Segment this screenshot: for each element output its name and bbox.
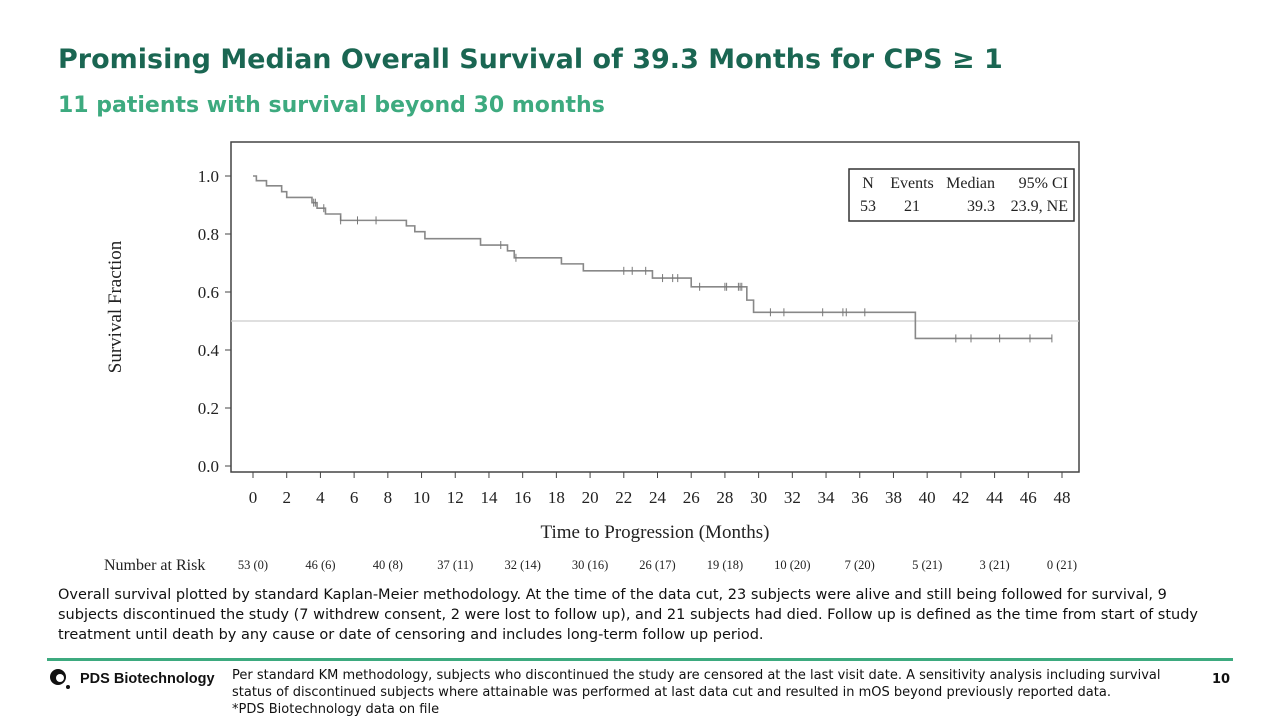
number-at-risk-value: 46 (6) (305, 558, 335, 572)
legend-header: Median (946, 175, 995, 192)
x-tick-label: 30 (750, 488, 767, 507)
x-tick-label: 44 (986, 488, 1004, 507)
x-tick-label: 20 (582, 488, 599, 507)
number-at-risk-value: 26 (17) (639, 558, 675, 572)
y-tick-label: 0.2 (198, 399, 219, 418)
pds-logo-icon (50, 669, 70, 689)
footnote: Per standard KM methodology, subjects wh… (232, 667, 1192, 718)
number-at-risk-value: 3 (21) (979, 558, 1009, 572)
logo-text: PDS Biotechnology (80, 671, 215, 687)
x-tick-label: 48 (1054, 488, 1071, 507)
x-tick-label: 32 (784, 488, 801, 507)
x-tick-label: 14 (480, 488, 498, 507)
legend-header: N (862, 175, 874, 192)
page-number: 10 (1212, 672, 1231, 687)
x-tick-label: 22 (615, 488, 632, 507)
y-tick-label: 0.8 (198, 225, 219, 244)
y-tick-label: 0.0 (198, 457, 219, 476)
caption: Overall survival plotted by standard Kap… (58, 587, 1198, 643)
y-tick-label: 0.4 (198, 341, 220, 360)
legend-header: 95% CI (1019, 175, 1068, 192)
number-at-risk-value: 19 (18) (707, 558, 743, 572)
number-at-risk-value: 32 (14) (504, 558, 540, 572)
number-at-risk-value: 10 (20) (774, 558, 810, 572)
survival-curve (253, 175, 1052, 340)
page-title: Promising Median Overall Survival of 39.… (58, 44, 1003, 75)
footnote-km: Per standard KM methodology, subjects wh… (232, 668, 1161, 700)
legend-value: 39.3 (967, 198, 995, 215)
x-tick-label: 18 (548, 488, 565, 507)
y-tick-label: 1.0 (198, 167, 219, 186)
x-tick-label: 24 (649, 488, 667, 507)
legend-header: Events (890, 175, 934, 192)
x-tick-label: 4 (316, 488, 325, 507)
y-tick-label: 0.6 (198, 283, 219, 302)
x-tick-label: 36 (851, 488, 868, 507)
y-axis-label: Survival Fraction (105, 240, 126, 373)
km-chart: 0.00.20.40.60.81.00 2 4 6 8 10 12 14 16 18 20 22 24 2… (104, 141, 1080, 574)
footnote-data-source: *PDS Biotechnology data on file (232, 702, 440, 717)
footer-divider (47, 658, 1233, 661)
x-tick-label: 8 (384, 488, 393, 507)
number-at-risk-value: 0 (21) (1047, 558, 1077, 572)
number-at-risk-label: Number at Risk (104, 557, 205, 574)
x-tick-label: 38 (885, 488, 902, 507)
page-subtitle: 11 patients with survival beyond 30 mont… (58, 93, 605, 118)
x-tick-label: 28 (716, 488, 733, 507)
number-at-risk-value: 5 (21) (912, 558, 942, 572)
number-at-risk-value: 53 (0) (238, 558, 268, 572)
x-tick-label: 0 (249, 488, 258, 507)
x-tick-label: 12 (447, 488, 464, 507)
x-axis-label: Time to Progression (Months) (541, 522, 770, 543)
x-tick-label: 42 (952, 488, 969, 507)
x-tick-label: 26 (683, 488, 700, 507)
legend-value: 23.9, NE (1011, 198, 1068, 215)
x-tick-label: 6 (350, 488, 359, 507)
x-tick-label: 2 (282, 488, 291, 507)
legend-value: 21 (904, 198, 920, 215)
number-at-risk-value: 30 (16) (572, 558, 608, 572)
number-at-risk-value: 40 (8) (373, 558, 403, 572)
plot-frame (230, 141, 1080, 473)
x-tick-label: 16 (514, 488, 531, 507)
x-tick-label: 34 (818, 488, 836, 507)
number-at-risk-value: 7 (20) (845, 558, 875, 572)
legend-value: 53 (860, 198, 876, 215)
company-logo: PDS Biotechnology (48, 668, 215, 690)
x-tick-label: 10 (413, 488, 430, 507)
number-at-risk-value: 37 (11) (437, 558, 473, 572)
x-tick-label: 46 (1020, 488, 1037, 507)
x-tick-label: 40 (919, 488, 936, 507)
legend-box: N Events Median 95% CI 53 21 39.3 23.9, NE (848, 168, 1075, 222)
